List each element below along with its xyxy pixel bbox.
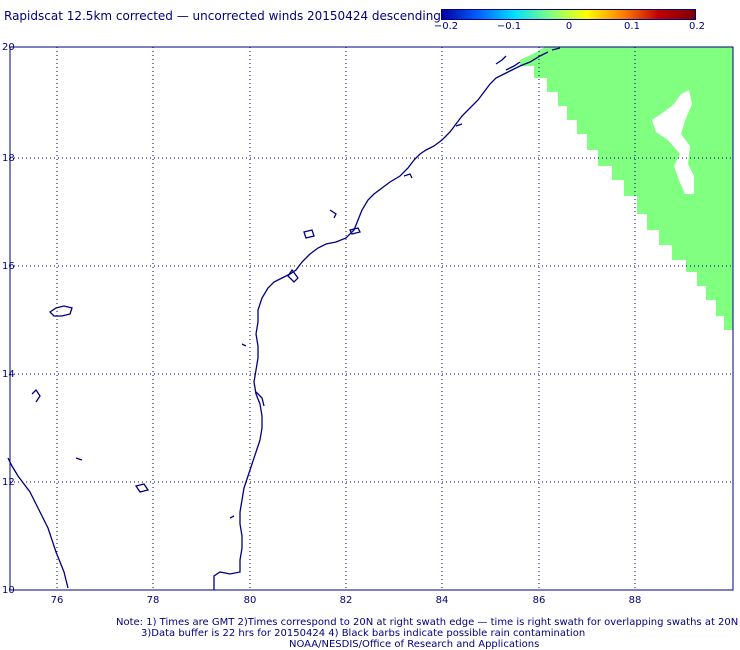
x-axis-labels: 76 78 80 82 84 86 88 xyxy=(51,595,642,606)
lon-label: 80 xyxy=(244,595,257,606)
lon-label: 88 xyxy=(629,595,642,606)
y-axis-labels: 20 18 16 14 12 10 xyxy=(2,42,15,596)
lat-label: 12 xyxy=(2,477,15,488)
lon-label: 84 xyxy=(436,595,449,606)
colorbar-tick: 0.1 xyxy=(624,21,640,32)
lat-label: 10 xyxy=(2,585,15,596)
coastline xyxy=(7,47,561,590)
lat-label: 18 xyxy=(2,153,15,164)
lon-label: 78 xyxy=(147,595,160,606)
note-line-1: Note: 1) Times are GMT 2)Times correspon… xyxy=(116,617,739,628)
colorbar-tick: −0.2 xyxy=(433,21,459,32)
graticule xyxy=(10,47,733,590)
note-line-3: NOAA/NESDIS/Office of Research and Appli… xyxy=(289,639,540,650)
map-frame xyxy=(9,46,734,591)
lon-label: 86 xyxy=(533,595,546,606)
colorbar-tick: −0.1 xyxy=(496,21,522,32)
lat-label: 20 xyxy=(2,42,15,53)
swath-area xyxy=(520,47,733,330)
lat-label: 14 xyxy=(2,369,15,380)
lon-label: 82 xyxy=(340,595,353,606)
note-line-2: 3)Data buffer is 22 hrs for 20150424 4) … xyxy=(141,628,586,639)
lat-label: 16 xyxy=(2,261,15,272)
colorbar-tick: 0 xyxy=(565,21,573,32)
lon-label: 76 xyxy=(51,595,64,606)
map-title: Rapidscat 12.5km corrected — uncorrected… xyxy=(4,9,441,23)
colorbar xyxy=(441,9,696,20)
colorbar-tick: 0.2 xyxy=(689,21,705,32)
